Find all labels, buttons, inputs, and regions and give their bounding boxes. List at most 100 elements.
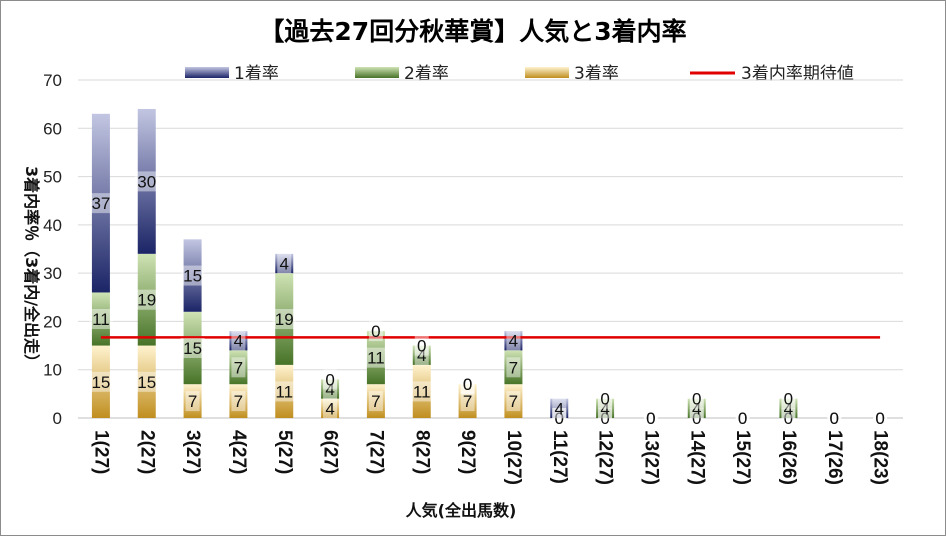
data-label-1st: 15 bbox=[183, 267, 202, 286]
x-tick-label: 12(27) bbox=[595, 430, 616, 485]
data-label-bg bbox=[735, 408, 750, 428]
bar-segment-3rd bbox=[458, 384, 477, 418]
data-label-bg bbox=[873, 408, 888, 428]
data-label-2nd: 0 bbox=[646, 409, 655, 428]
legend-label-1st: 1着率 bbox=[234, 64, 279, 84]
data-label-bg bbox=[873, 408, 888, 428]
data-label-1st: 0 bbox=[600, 390, 609, 409]
legend-swatch-2nd bbox=[355, 67, 399, 78]
bar-segment-2nd bbox=[779, 398, 798, 418]
y-tick-label: 30 bbox=[43, 264, 62, 283]
data-label-bg bbox=[272, 309, 297, 330]
data-label-1st: 30 bbox=[137, 172, 156, 191]
x-tick-label: 3(27) bbox=[182, 430, 203, 474]
bar-segment-2nd bbox=[137, 253, 156, 346]
data-label-bg bbox=[643, 408, 658, 428]
data-label-2nd: 11 bbox=[367, 349, 385, 368]
bar-segment-2nd bbox=[412, 345, 431, 365]
bar-segment-2nd bbox=[229, 350, 248, 385]
bar-segment-3rd bbox=[137, 345, 156, 418]
data-label-2nd: 19 bbox=[137, 291, 156, 310]
data-label-bg bbox=[185, 391, 200, 412]
data-label-bg bbox=[689, 408, 704, 428]
data-label-bg bbox=[781, 398, 796, 419]
x-tick-label: 5(27) bbox=[274, 430, 295, 474]
data-label-1st: 0 bbox=[646, 409, 655, 428]
data-label-3rd: 7 bbox=[371, 392, 380, 411]
data-label-3rd: 7 bbox=[234, 392, 243, 411]
data-label-bg bbox=[363, 347, 388, 368]
x-tick-label: 13(27) bbox=[640, 430, 661, 485]
data-label-3rd: 15 bbox=[91, 373, 110, 392]
bar-segment-2nd bbox=[321, 379, 340, 399]
data-label-2nd: 4 bbox=[325, 380, 334, 399]
legend-swatch-3rd bbox=[525, 67, 569, 78]
bar-segment-3rd bbox=[91, 345, 110, 418]
data-label-1st: 0 bbox=[463, 375, 472, 394]
data-label-bg bbox=[180, 337, 205, 358]
data-label-bg bbox=[134, 289, 159, 310]
data-label-3rd: 0 bbox=[555, 409, 564, 428]
bar-segment-2nd bbox=[366, 331, 385, 385]
data-labels: 1511371519307151577411194440711011407007… bbox=[88, 171, 888, 428]
data-label-3rd: 7 bbox=[188, 392, 197, 411]
data-label-bg bbox=[180, 265, 205, 286]
data-label-1st: 0 bbox=[371, 322, 380, 341]
y-tick-label: 40 bbox=[43, 216, 62, 235]
bar-segment-1st bbox=[183, 239, 202, 312]
data-label-bg bbox=[643, 408, 658, 428]
y-tick-label: 60 bbox=[43, 119, 62, 138]
data-label-3rd: 0 bbox=[646, 409, 655, 428]
data-label-bg bbox=[873, 408, 888, 428]
bar-segment-3rd bbox=[321, 398, 340, 418]
legend-label-3rd: 3着率 bbox=[574, 64, 619, 84]
x-tick-label: 6(27) bbox=[320, 430, 341, 474]
data-label-2nd: 7 bbox=[509, 358, 518, 377]
data-label-bg bbox=[506, 391, 521, 412]
data-label-bg bbox=[552, 398, 567, 419]
chart-title: 【過去27回分秋華賞】人気と3着内率 bbox=[259, 17, 686, 46]
y-tick-label: 0 bbox=[53, 409, 62, 428]
data-label-bg bbox=[231, 391, 246, 412]
data-label-bg bbox=[552, 408, 567, 428]
bar-segment-3rd bbox=[412, 364, 431, 418]
data-label-3rd: 7 bbox=[509, 392, 518, 411]
data-label-bg bbox=[827, 408, 842, 428]
data-label-3rd: 0 bbox=[692, 409, 701, 428]
data-label-bg bbox=[409, 381, 434, 402]
data-label-bg bbox=[689, 398, 704, 419]
bar-segment-2nd bbox=[183, 311, 202, 385]
data-label-2nd: 4 bbox=[784, 399, 793, 418]
data-label-bg bbox=[231, 357, 246, 378]
x-tick-label: 11(27) bbox=[549, 430, 570, 484]
x-axis-title: 人気(全出馬数) bbox=[406, 501, 517, 520]
data-label-1st: 4 bbox=[234, 332, 243, 351]
bars bbox=[91, 108, 798, 418]
x-tick-label: 14(27) bbox=[686, 430, 707, 485]
data-label-bg bbox=[414, 335, 429, 356]
x-tick-label: 2(27) bbox=[136, 430, 157, 474]
bar-segment-1st bbox=[229, 331, 248, 351]
data-label-2nd: 4 bbox=[692, 399, 701, 418]
data-label-bg bbox=[88, 371, 113, 392]
y-axis-ticks: 0 10 20 30 40 50 60 70 bbox=[43, 71, 62, 428]
legend-item-3rd: 3着率 bbox=[525, 64, 619, 84]
data-label-3rd: 0 bbox=[738, 409, 747, 428]
data-label-2nd: 11 bbox=[92, 310, 110, 329]
data-label-bg bbox=[134, 171, 159, 192]
y-tick-label: 50 bbox=[43, 168, 62, 187]
data-label-bg bbox=[368, 321, 383, 342]
data-label-2nd: 0 bbox=[463, 375, 472, 394]
data-label-bg bbox=[598, 388, 613, 409]
data-label-bg bbox=[598, 408, 613, 428]
x-tick-label: 9(27) bbox=[457, 430, 478, 474]
data-label-bg bbox=[460, 374, 475, 395]
data-label-bg bbox=[231, 330, 246, 351]
bar-segment-1st bbox=[91, 113, 110, 293]
data-label-bg bbox=[781, 408, 796, 428]
bar-segment-2nd bbox=[596, 398, 615, 418]
data-label-bg bbox=[88, 193, 113, 214]
data-label-2nd: 19 bbox=[275, 310, 294, 329]
x-tick-label: 7(27) bbox=[365, 430, 386, 474]
